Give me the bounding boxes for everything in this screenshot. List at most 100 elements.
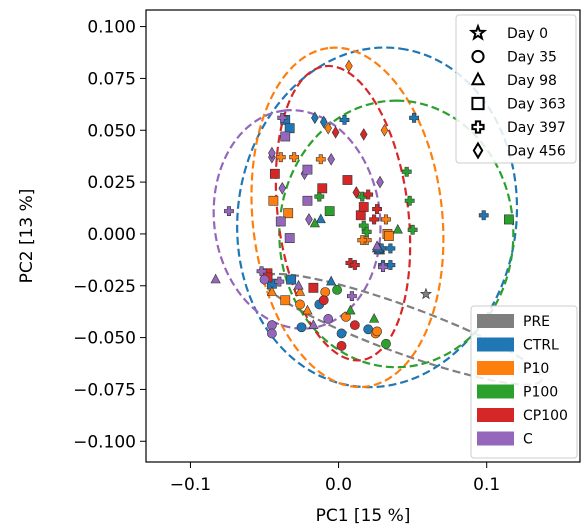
legend-swatch-cp100: [477, 408, 514, 422]
point-c-triangle: [308, 319, 319, 329]
point-p100-plus: [407, 224, 418, 235]
point-ctrl-circle: [336, 328, 347, 339]
point-p10-diamond: [345, 59, 353, 73]
point-p10-diamond: [324, 121, 332, 135]
group-legend: PRE CTRL P10 P100 CP100 C: [470, 305, 578, 459]
point-ctrl-triangle: [315, 213, 326, 224]
point-c-triangle: [371, 240, 383, 251]
legend-star-icon: [468, 23, 488, 41]
point-p10-plus: [289, 152, 300, 163]
point-ctrl-diamond: [311, 111, 319, 125]
x-tick-label: 0.1: [473, 475, 500, 495]
group-legend-label: C: [523, 432, 533, 448]
point-ctrl-plus: [385, 243, 396, 254]
point-c-triangle: [210, 273, 221, 284]
point-ctrl-triangle: [326, 275, 337, 286]
point-p10-circle: [320, 287, 331, 297]
point-cp100-plus: [345, 258, 356, 268]
point-p10-plus: [315, 154, 326, 165]
point-p10-square: [283, 208, 294, 219]
point-cp100-diamond: [331, 125, 340, 139]
y-axis-label: PC2 [13 %]: [17, 189, 37, 284]
point-ctrl-plus: [409, 112, 420, 123]
y-tick-label: 0.050: [87, 121, 136, 141]
point-ctrl-square: [284, 123, 295, 134]
point-ctrl-plus: [478, 210, 489, 221]
group-legend-label: PRE: [523, 314, 550, 330]
point-p100-plus: [314, 191, 325, 202]
point-c-plus: [346, 291, 357, 302]
legend-swatch-c: [477, 431, 514, 446]
legend-plus-icon: [471, 120, 485, 134]
x-axis-label: PC1 [15 %]: [316, 506, 411, 526]
point-cp100-diamond: [359, 128, 368, 141]
y-tick-label: 0.025: [87, 173, 136, 193]
point-p10-triangle: [266, 286, 278, 296]
marker-legend-label: Day 456: [507, 144, 566, 160]
point-p10-square: [280, 295, 291, 306]
point-cp100-square: [355, 210, 366, 221]
point-c-circle: [323, 314, 334, 324]
point-c-diamond: [327, 152, 335, 166]
marker-legend-label: Day 0: [507, 26, 548, 42]
point-c-circle: [267, 320, 277, 331]
data-points: [210, 59, 514, 351]
point-p10-triangle: [302, 304, 313, 315]
ellipse-p10: [250, 46, 445, 389]
point-c-square: [302, 164, 313, 175]
marker-legend-label: Day 98: [507, 73, 557, 89]
y-tick-label: 0.000: [87, 225, 136, 245]
point-p100-plus: [404, 195, 415, 206]
point-p100-plus: [401, 166, 412, 177]
point-p10-plus: [357, 235, 368, 246]
marker-legend: Day 0 Day 35 Day 98 Day 363 Day 397 Day 456: [455, 14, 577, 164]
marker-legend-box: [455, 14, 577, 164]
point-p100-circle: [381, 338, 391, 349]
group-legend-label: CP100: [523, 408, 568, 424]
point-cp100-plus: [372, 204, 382, 214]
point-c-square: [284, 233, 295, 243]
marker-legend-label: Day 363: [507, 97, 566, 113]
point-c-plus: [378, 262, 388, 273]
point-p100-square: [504, 214, 514, 225]
point-c-plus: [277, 112, 288, 123]
point-c-square: [280, 131, 291, 142]
y-tick-label: −0.050: [73, 329, 136, 349]
point-p100-triangle: [345, 304, 356, 315]
point-cp100-plus: [369, 214, 380, 225]
group-legend-label: CTRL: [523, 338, 559, 354]
y-tick-label: −0.025: [73, 277, 136, 297]
y-tick-label: 0.075: [87, 69, 136, 89]
x-tick-label: 0.0: [325, 475, 352, 495]
point-p10-circle: [341, 311, 351, 322]
point-cp100-square: [358, 202, 369, 212]
point-cp100-square: [269, 168, 280, 179]
point-p10-square: [268, 195, 279, 206]
point-p100-plus: [361, 226, 372, 237]
legend-circle-icon: [471, 49, 485, 64]
point-cp100-square: [317, 183, 328, 194]
point-pre-star: [419, 287, 433, 300]
point-ctrl-square: [286, 274, 297, 285]
point-c-diamond: [268, 146, 276, 160]
point-c-square: [275, 216, 286, 227]
legend-swatch-ctrl: [477, 337, 514, 352]
point-ctrl-diamond: [319, 115, 328, 129]
point-c-plus: [224, 206, 234, 217]
point-cp100-plus: [363, 189, 374, 200]
point-c-diamond: [376, 175, 384, 189]
legend-swatch-p100: [477, 384, 514, 399]
point-c-circle: [267, 328, 277, 339]
legend-square-icon: [471, 96, 485, 111]
group-legend-label: P10: [523, 361, 549, 377]
y-tick-label: −0.075: [73, 380, 136, 400]
point-cp100-diamond: [352, 186, 361, 199]
point-p10-square: [384, 231, 394, 241]
point-p10-triangle: [294, 286, 306, 296]
legend-swatch-pre: [477, 314, 514, 328]
y-axis-ticks: 0.100 0.075 0.050 0.025 0.000 −0.025 −0.050 −0.…: [73, 18, 146, 452]
point-c-circle: [259, 274, 270, 285]
point-p10-circle: [372, 326, 382, 337]
